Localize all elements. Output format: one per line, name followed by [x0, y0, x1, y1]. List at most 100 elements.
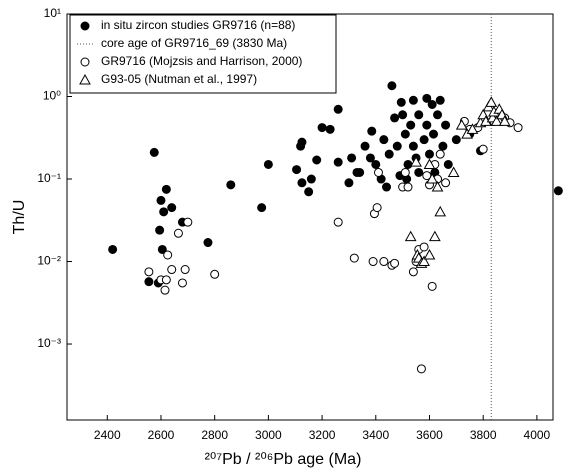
open-point — [180, 265, 190, 275]
triangle-point — [455, 119, 468, 130]
filled-point — [263, 159, 273, 169]
open-point — [379, 257, 389, 267]
open-point — [144, 267, 154, 277]
filled-point — [156, 195, 166, 205]
filled-point — [157, 244, 167, 254]
filled-point — [304, 187, 314, 197]
filled-point — [144, 277, 154, 287]
filled-point — [441, 120, 451, 130]
filled-point — [553, 186, 563, 196]
filled-point — [306, 174, 316, 184]
triangle-point — [426, 172, 439, 184]
filled-point — [433, 110, 443, 120]
filled-point — [80, 21, 90, 31]
filled-point — [226, 180, 236, 190]
x-tick-label: 2600 — [148, 428, 175, 442]
triangle-point — [434, 205, 447, 217]
filled-point — [347, 153, 357, 163]
filled-point — [257, 203, 267, 213]
filled-point — [297, 178, 307, 188]
filled-point — [429, 129, 439, 139]
filled-point — [333, 157, 343, 167]
x-tick-label: 3400 — [362, 428, 389, 442]
filled-point — [149, 147, 159, 157]
y-tick-label: 10¹ — [44, 6, 61, 20]
triangle-point — [466, 123, 479, 134]
filled-point — [355, 167, 365, 177]
open-point — [441, 178, 451, 188]
open-point — [408, 267, 418, 277]
filled-point — [382, 182, 392, 192]
x-tick-label: 3800 — [470, 428, 497, 442]
legend-label: in situ zircon studies GR9716 (n=88) — [101, 18, 295, 32]
x-tick-label: 4000 — [524, 428, 551, 442]
open-point — [390, 258, 400, 268]
open-point — [161, 275, 171, 285]
open-point — [427, 281, 437, 291]
y-tick-label: 10⁻³ — [37, 336, 61, 350]
open-point — [333, 217, 343, 227]
open-point — [372, 203, 382, 213]
triangle-point — [485, 96, 498, 107]
legend-label: G93-05 (Nutman et al., 1997) — [101, 72, 257, 86]
filled-point — [392, 141, 402, 151]
triangle-point — [423, 158, 436, 169]
triangle-point — [429, 230, 441, 242]
triangle-point — [490, 115, 503, 126]
filled-point — [159, 207, 169, 217]
filled-point — [325, 124, 335, 134]
filled-point — [443, 159, 453, 169]
filled-point — [414, 167, 424, 177]
open-point — [177, 278, 187, 288]
open-point — [173, 228, 183, 238]
filled-point — [379, 135, 389, 145]
filled-point — [438, 141, 448, 151]
filled-point — [406, 120, 416, 130]
filled-point — [387, 81, 397, 91]
x-tick-label: 3600 — [416, 428, 443, 442]
triangle-point — [447, 166, 460, 177]
open-point — [183, 217, 193, 227]
triangle-point — [423, 248, 436, 260]
open-point — [210, 269, 220, 279]
open-point — [416, 364, 426, 374]
plot-frame — [66, 13, 554, 421]
filled-point — [360, 141, 370, 151]
filled-point — [333, 104, 343, 114]
open-point — [373, 167, 383, 177]
legend-box — [69, 14, 337, 94]
x-tick-label: 2800 — [201, 428, 228, 442]
filled-point — [161, 184, 171, 194]
open-point — [419, 242, 429, 252]
open-point — [80, 57, 90, 67]
open-point — [435, 149, 445, 159]
y-tick-label: 10⁻² — [37, 254, 61, 268]
filled-point — [365, 153, 375, 163]
filled-point — [408, 95, 418, 105]
y-tick-label: 10⁰ — [43, 89, 61, 103]
triangle-point — [410, 156, 422, 167]
filled-point — [371, 159, 381, 169]
filled-point — [317, 123, 327, 133]
open-point — [160, 285, 170, 295]
filled-point — [414, 110, 424, 120]
x-tick-label: 3000 — [255, 428, 282, 442]
filled-point — [384, 149, 394, 159]
filled-point — [403, 159, 413, 169]
x-tick-label: 3200 — [309, 428, 336, 442]
triangle-point — [404, 230, 417, 242]
filled-point — [422, 120, 432, 130]
open-point — [167, 265, 177, 275]
legend-label: core age of GR9716_69 (3830 Ma) — [101, 36, 287, 50]
filled-point — [398, 110, 408, 120]
open-point — [349, 253, 359, 263]
open-point — [368, 257, 378, 267]
open-point — [513, 123, 523, 133]
open-point — [478, 144, 488, 154]
y-tick-label: 10⁻¹ — [37, 171, 61, 185]
filled-point — [396, 97, 406, 107]
filled-point — [108, 244, 118, 254]
filled-point — [408, 141, 418, 151]
triangle-point — [79, 73, 91, 85]
